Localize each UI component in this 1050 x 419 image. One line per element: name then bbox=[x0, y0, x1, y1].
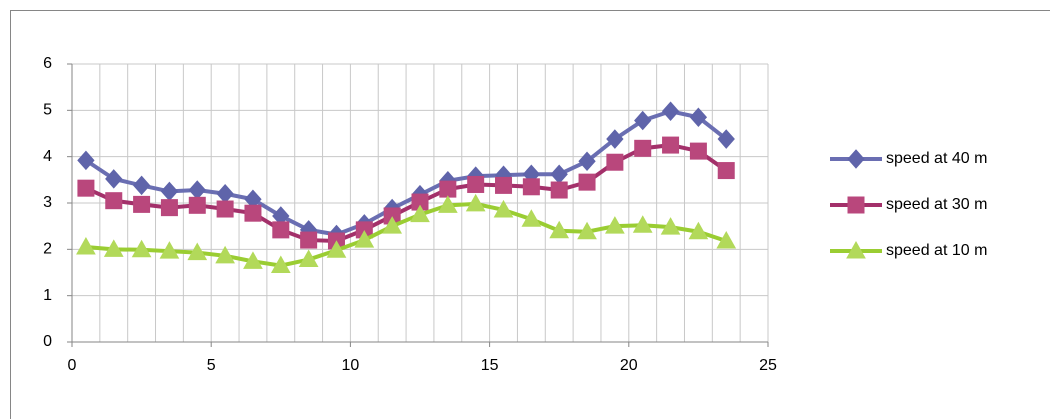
data-point bbox=[189, 197, 205, 213]
data-point bbox=[217, 201, 233, 217]
data-point bbox=[245, 205, 261, 221]
data-point bbox=[635, 112, 651, 130]
y-tick-label: 6 bbox=[43, 55, 52, 72]
y-tick-label: 3 bbox=[43, 194, 52, 211]
data-point bbox=[551, 165, 567, 183]
data-point bbox=[496, 177, 512, 193]
data-point bbox=[523, 179, 539, 195]
data-point bbox=[78, 151, 94, 169]
chart: 0 1 2 3 4 5 6 0 5 10 15 20 25 speed at 40 m speed at 3… bbox=[0, 0, 1050, 419]
data-point bbox=[718, 163, 734, 179]
data-point bbox=[189, 181, 205, 199]
data-point bbox=[161, 182, 177, 200]
data-point bbox=[468, 176, 484, 192]
data-point bbox=[551, 182, 567, 198]
y-tick-label: 1 bbox=[43, 287, 52, 304]
data-point bbox=[161, 200, 177, 216]
data-point bbox=[106, 193, 122, 209]
legend-label: speed at 40 m bbox=[886, 150, 987, 167]
legend-marker bbox=[848, 150, 864, 168]
data-point bbox=[663, 102, 679, 120]
legend-marker bbox=[848, 197, 864, 213]
x-tick-label: 15 bbox=[481, 357, 499, 374]
legend-entry: speed at 40 m bbox=[830, 150, 987, 168]
legend-label: speed at 10 m bbox=[886, 242, 987, 259]
x-tick-label: 0 bbox=[68, 357, 77, 374]
x-tick-label: 5 bbox=[207, 357, 216, 374]
y-tick-label: 4 bbox=[43, 148, 52, 165]
data-point bbox=[579, 174, 595, 190]
legend-entry: speed at 10 m bbox=[830, 242, 987, 259]
legend-label: speed at 30 m bbox=[886, 196, 987, 213]
data-point bbox=[217, 185, 233, 203]
x-tick-label: 20 bbox=[620, 357, 638, 374]
data-point bbox=[607, 154, 623, 170]
data-point bbox=[134, 176, 150, 194]
data-point bbox=[106, 170, 122, 188]
x-tick-label: 10 bbox=[342, 357, 360, 374]
x-tick-label: 25 bbox=[759, 357, 777, 374]
y-tick-label: 5 bbox=[43, 102, 52, 119]
data-point bbox=[690, 143, 706, 159]
data-point bbox=[301, 232, 317, 248]
data-point bbox=[663, 137, 679, 153]
legend-entry: speed at 30 m bbox=[830, 196, 987, 213]
data-point bbox=[273, 222, 289, 238]
data-point bbox=[440, 181, 456, 197]
data-point bbox=[78, 180, 94, 196]
y-tick-label: 2 bbox=[43, 241, 52, 258]
data-point bbox=[134, 196, 150, 212]
y-tick-label: 0 bbox=[43, 333, 52, 350]
data-point bbox=[635, 140, 651, 156]
